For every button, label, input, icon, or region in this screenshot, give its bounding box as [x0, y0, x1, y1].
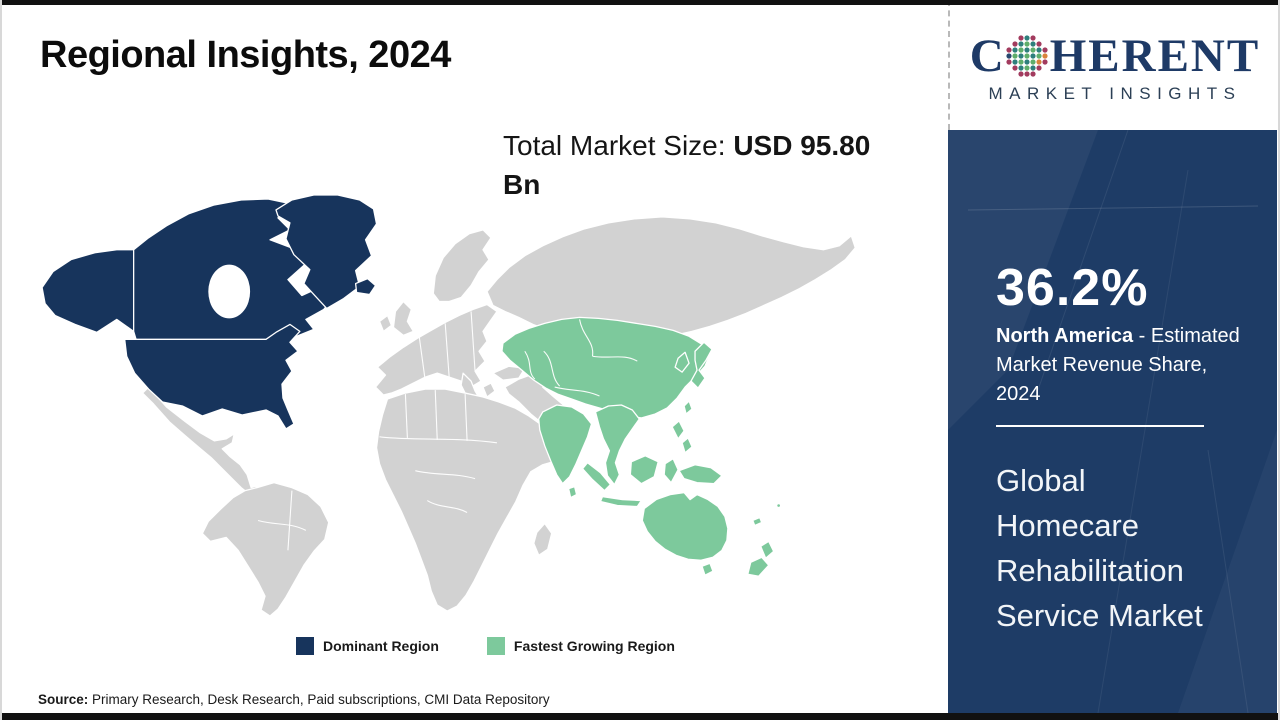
region-java [599, 495, 642, 508]
world-map-svg [41, 194, 856, 617]
region-taiwan [683, 400, 693, 415]
region-south-america [201, 481, 330, 617]
page-title: Regional Insights, 2024 [40, 34, 451, 76]
region-central-east-asia [501, 316, 711, 419]
region-usa [124, 323, 301, 430]
region-turkey [492, 365, 526, 381]
region-russia [486, 216, 856, 342]
dominant-region-swatch [296, 637, 314, 655]
source-note: Source: Primary Research, Desk Research,… [38, 692, 550, 707]
map-legend: Dominant Region Fastest Growing Region [296, 637, 675, 655]
region-madagascar [533, 522, 553, 556]
logo-letter-c: C [969, 29, 1004, 82]
fastest-growing-region-label: Fastest Growing Region [513, 638, 675, 654]
top-border-bar [0, 0, 1280, 5]
source-label: Source: [38, 692, 89, 707]
stats-sidebar: 36.2% North America - Estimated Market R… [948, 130, 1277, 713]
share-region-name: North America [996, 325, 1134, 347]
region-africa [375, 388, 564, 612]
region-new-guinea [678, 464, 723, 485]
region-korea [674, 351, 690, 373]
share-desc-text: - Estimated Market Revenue Share, 2024 [996, 325, 1240, 405]
region-philippines [671, 420, 685, 440]
region-borneo [629, 455, 659, 485]
region-europe [374, 303, 498, 396]
logo-subtitle: MARKET INSIGHTS [988, 83, 1242, 103]
region-philippines-south [681, 437, 693, 454]
region-sulawesi [663, 458, 679, 484]
sidebar-map-pattern [948, 130, 1277, 713]
region-fiji [776, 502, 782, 509]
region-new-zealand-south [747, 556, 770, 577]
total-market-size-value: USD 95.80 Bn [503, 130, 871, 200]
region-indochina [594, 404, 640, 486]
legend-item-dominant: Dominant Region [296, 637, 439, 655]
region-sri-lanka [567, 485, 578, 499]
market-name-line: Global [996, 463, 1086, 498]
market-name: Global Homecare Rehabilitation Service M… [996, 458, 1236, 638]
region-alaska [41, 249, 135, 333]
region-scandinavia [432, 229, 492, 303]
region-new-caledonia [752, 516, 763, 527]
total-market-size-label: Total Market Size: [503, 130, 734, 161]
region-mexico-central-america [141, 386, 258, 497]
region-japan [690, 341, 713, 389]
market-share-percentage: 36.2% [996, 259, 1149, 317]
market-name-line: Service Market [996, 598, 1203, 633]
world-map [35, 192, 940, 620]
region-australia [641, 491, 729, 561]
region-uk [392, 300, 414, 336]
hudson-bay [208, 264, 251, 319]
region-greece [482, 382, 496, 398]
region-new-zealand-north [760, 540, 775, 559]
region-sumatra [581, 462, 612, 492]
dominant-region-label: Dominant Region [323, 638, 439, 654]
bottom-border-bar [0, 713, 1280, 720]
region-ireland [378, 314, 393, 332]
legend-item-fastest-growing: Fastest Growing Region [486, 637, 675, 655]
country-border-lines [257, 311, 638, 551]
region-india [538, 404, 593, 485]
market-name-line: Rehabilitation [996, 553, 1184, 588]
dotted-globe-icon [1006, 35, 1048, 77]
source-text: Primary Research, Desk Research, Paid su… [88, 692, 550, 707]
market-share-description: North America - Estimated Market Revenue… [996, 322, 1254, 409]
total-market-size: Total Market Size: USD 95.80 Bn [503, 126, 903, 204]
logo-letters-rest: HERENT [1049, 29, 1261, 82]
sidebar-divider [996, 425, 1204, 427]
region-iceland [354, 277, 377, 296]
brand-logo: C HERENT MARKET INSIGHTS [948, 0, 1280, 130]
fastest-growing-region-swatch [486, 637, 505, 655]
market-name-line: Homecare [996, 508, 1139, 543]
region-tasmania [701, 562, 714, 576]
logo-wordmark: C HERENT [969, 29, 1261, 82]
